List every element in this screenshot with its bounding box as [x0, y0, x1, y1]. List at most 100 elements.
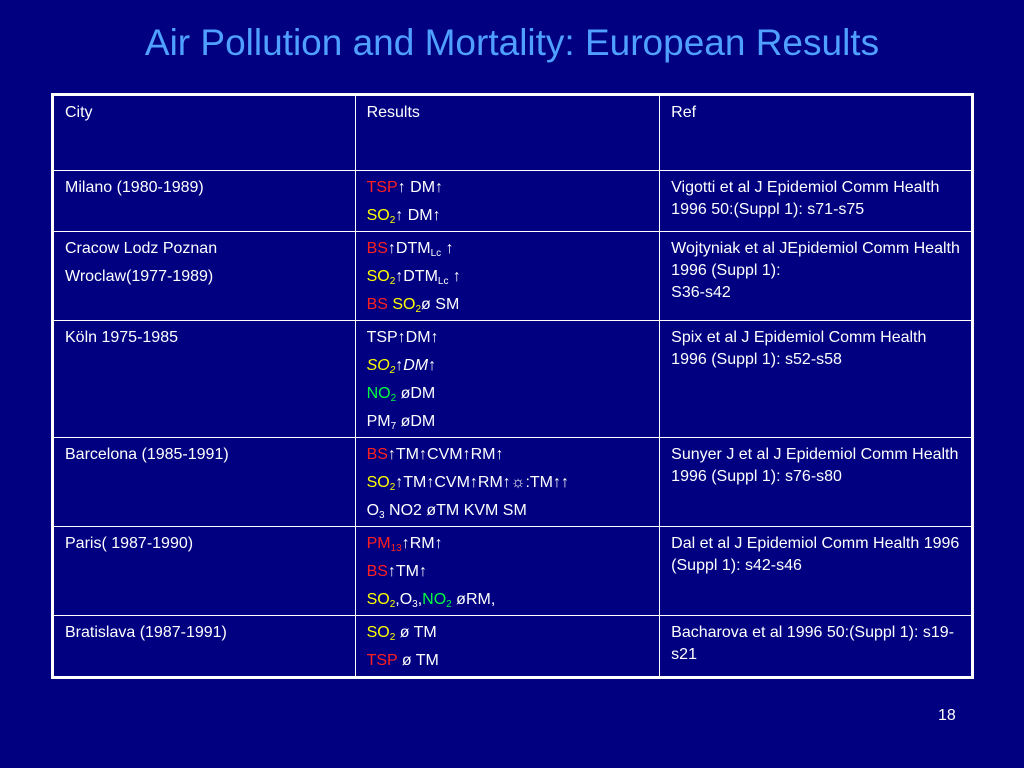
- result-line: BS SO2ø SM: [367, 294, 652, 316]
- result-subscript: 2: [389, 215, 396, 226]
- city-name: Köln 1975-1985: [65, 329, 178, 346]
- result-text: BS: [366, 563, 388, 580]
- city-name: Milano (1980-1989): [65, 179, 204, 196]
- result-text: SO: [366, 591, 390, 608]
- result-line: TSP↑DM↑: [367, 327, 652, 349]
- result-subscript: 3: [412, 599, 418, 610]
- reference-text: Vigotti et al J Epidemiol Comm Health 19…: [671, 179, 940, 218]
- result-subscript: 2: [389, 632, 396, 643]
- reference-text: Bacharova et al 1996 50:(Suppl 1): s19-s…: [671, 624, 955, 663]
- ref-cell: Dal et al J Epidemiol Comm Health 1996 (…: [659, 526, 973, 616]
- result-text: TSP↑DM↑: [366, 329, 439, 346]
- result-text: SO: [366, 474, 390, 491]
- city-name: Cracow Lodz Poznan: [65, 240, 218, 257]
- header-city: City: [52, 94, 356, 171]
- result-text: ↑ DM↑: [395, 207, 441, 224]
- city-name: Barcelona (1985-1991): [65, 446, 229, 463]
- result-line: SO2,O3,NO2 øRM,: [367, 589, 652, 611]
- result-text: ↑DM↑: [395, 357, 437, 374]
- result-line: PM7 øDM: [367, 411, 652, 433]
- result-text: SO: [366, 268, 390, 285]
- result-text: SO: [366, 357, 390, 374]
- reference-text: Dal et al J Epidemiol Comm Health 1996 (…: [671, 535, 960, 574]
- city-cell: Bratislava (1987-1991): [52, 615, 356, 678]
- table-row: Köln 1975-1985 TSP↑DM↑ SO2↑DM↑ NO2 øDM PM7 ø…: [52, 320, 973, 438]
- result-text: NO: [422, 591, 447, 608]
- table-row: Milano (1980-1989) TSP↑ DM↑ SO2↑ DM↑ Vigott…: [52, 170, 973, 232]
- result-text: ↑: [448, 268, 461, 285]
- table-row: Paris( 1987-1990) PM13↑RM↑ BS↑TM↑ SO2,O3,NO…: [52, 526, 973, 616]
- result-subscript: 2: [389, 599, 396, 610]
- result-line: BS↑TM↑CVM↑RM↑: [367, 444, 652, 466]
- results-cell: BS↑TM↑CVM↑RM↑ SO2↑TM↑CVM↑RM↑☼:TM↑↑ O3 NO2 …: [354, 437, 661, 527]
- table-row: Bratislava (1987-1991) SO2 ø TM TSP ø TM Ba…: [52, 615, 973, 678]
- result-subscript: 2: [389, 365, 396, 376]
- result-subscript: 2: [390, 393, 397, 404]
- city-name: Bratislava (1987-1991): [65, 624, 227, 641]
- city-cell: Cracow Lodz Poznan Wroclaw(1977-1989): [52, 231, 356, 321]
- result-text: SO: [366, 207, 390, 224]
- table-row: Cracow Lodz Poznan Wroclaw(1977-1989) BS↑D…: [52, 231, 973, 321]
- city-cell: Barcelona (1985-1991): [52, 437, 356, 527]
- result-line: NO2 øDM: [367, 383, 652, 405]
- result-subscript: Lc: [437, 276, 449, 287]
- result-text: ,O: [395, 591, 413, 608]
- result-text: ø TM: [395, 624, 437, 641]
- ref-cell: Wojtyniak et al JEpidemiol Comm Health 1…: [659, 231, 973, 321]
- result-subscript: 7: [390, 421, 397, 432]
- city-name: Wroclaw(1977-1989): [65, 268, 214, 285]
- result-text: BS: [366, 240, 388, 257]
- result-subscript: 2: [446, 599, 452, 610]
- results-cell: BS↑DTMLc ↑ SO2↑DTMLc ↑ BS SO2ø SM: [354, 231, 661, 321]
- city-cell: Köln 1975-1985: [52, 320, 356, 438]
- result-text: TSP: [366, 179, 398, 196]
- reference-text: Spix et al J Epidemiol Comm Health 1996 …: [671, 329, 927, 368]
- slide-title: Air Pollution and Mortality: European Re…: [144, 22, 880, 63]
- result-text: ↑TM↑CVM↑RM↑☼:TM↑↑: [395, 474, 569, 491]
- result-text: øDM: [396, 385, 436, 402]
- results-table-body: City Results Ref Milano (1980-1989) TSP↑ …: [52, 94, 973, 678]
- result-line: SO2 ø TM: [367, 622, 652, 644]
- reference-text: Sunyer J et al J Epidemiol Comm Health 1…: [671, 446, 959, 485]
- result-text: NO2 øTM KVM SM: [384, 502, 527, 519]
- result-line: BS↑DTMLc ↑: [367, 238, 652, 260]
- result-line: SO2↑TM↑CVM↑RM↑☼:TM↑↑: [367, 472, 652, 494]
- city-name: Paris( 1987-1990): [65, 535, 194, 552]
- result-text: ↑RM↑: [401, 535, 443, 552]
- header-results: Results: [354, 94, 661, 171]
- result-subscript: 2: [389, 482, 396, 493]
- result-text: ø TM: [397, 652, 439, 669]
- result-text: PM: [366, 413, 391, 430]
- result-text: ø SM: [421, 296, 460, 313]
- header-ref: Ref: [659, 94, 973, 171]
- results-cell: SO2 ø TM TSP ø TM: [354, 615, 661, 678]
- result-text: NO: [366, 385, 391, 402]
- table-row: Barcelona (1985-1991) BS↑TM↑CVM↑RM↑ SO2↑TM…: [52, 437, 973, 527]
- result-text: ↑DTM: [395, 268, 438, 285]
- result-subscript: Lc: [430, 248, 442, 259]
- result-line: SO2↑ DM↑: [367, 205, 652, 227]
- result-line: O3 NO2 øTM KVM SM: [367, 500, 652, 522]
- result-line: SO2↑DM↑: [367, 355, 652, 377]
- result-line: BS↑TM↑: [367, 561, 652, 583]
- result-text: O: [366, 502, 380, 519]
- results-table: City Results Ref Milano (1980-1989) TSP↑ …: [51, 93, 974, 679]
- result-subscript: 2: [389, 276, 396, 287]
- result-line: PM13↑RM↑: [367, 533, 652, 555]
- result-text: SO: [392, 296, 416, 313]
- result-text: TSP: [366, 652, 398, 669]
- result-subscript: 2: [415, 304, 422, 315]
- result-line: SO2↑DTMLc ↑: [367, 266, 652, 288]
- results-cell: TSP↑DM↑ SO2↑DM↑ NO2 øDM PM7 øDM: [354, 320, 661, 438]
- ref-cell: Spix et al J Epidemiol Comm Health 1996 …: [659, 320, 973, 438]
- result-subscript: 3: [379, 510, 385, 521]
- reference-text: S36-s42: [671, 284, 731, 301]
- result-subscript: 13: [390, 543, 402, 554]
- result-text: BS: [366, 446, 388, 463]
- result-text: ,: [417, 591, 423, 608]
- result-line: TSP ø TM: [367, 650, 652, 672]
- result-text: ↑DTM: [387, 240, 431, 257]
- reference-text: Wojtyniak et al JEpidemiol Comm Health 1…: [671, 240, 960, 279]
- results-cell: PM13↑RM↑ BS↑TM↑ SO2,O3,NO2 øRM,: [354, 526, 661, 616]
- result-line: TSP↑ DM↑: [367, 177, 652, 199]
